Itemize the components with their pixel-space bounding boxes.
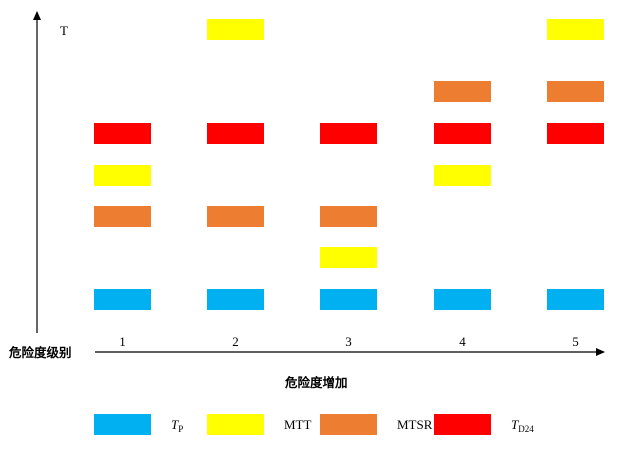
block-level-5-mtt [547,19,604,40]
block-level-3-mtt [320,247,377,268]
block-level-1-tp [94,289,151,310]
level-label-3: 3 [345,334,352,349]
block-level-3-mtsr [320,206,377,227]
legend-label-mtsr: MTSR [397,417,433,432]
block-level-4-tp [434,289,491,310]
block-level-2-mtsr [207,206,264,227]
block-level-1-td24 [94,123,151,144]
legend-swatch-mtt [207,414,264,435]
legend-swatch-tp [94,414,151,435]
x-axis-caption: 危险度增加 [284,375,348,390]
legend-label-td24: TD24 [511,417,534,434]
block-level-4-td24 [434,123,491,144]
block-level-1-mtsr [94,206,151,227]
level-label-1: 1 [119,334,126,349]
legend-swatch-mtsr [320,414,377,435]
level-label-4: 4 [459,334,466,349]
timeline-blocks [94,19,604,310]
level-label-2: 2 [232,334,239,349]
block-level-1-mtt [94,165,151,186]
block-level-2-td24 [207,123,264,144]
legend: TP MTT MTSR TD24 [94,414,534,435]
level-label-5: 5 [572,334,579,349]
block-level-3-td24 [320,123,377,144]
legend-label-tp: TP [171,417,183,434]
block-level-2-mtt [207,19,264,40]
legend-label-mtt: MTT [284,417,312,432]
block-level-5-tp [547,289,604,310]
level-labels: 1 2 3 4 5 [119,334,579,349]
block-level-4-mtt [434,165,491,186]
x-axis-label: 危险度级别 [8,345,72,360]
block-level-5-mtsr [547,81,604,102]
legend-swatch-td24 [434,414,491,435]
y-axis-label: T [60,23,68,38]
block-level-2-tp [207,289,264,310]
block-level-3-tp [320,289,377,310]
block-level-5-td24 [547,123,604,144]
block-level-4-mtsr [434,81,491,102]
